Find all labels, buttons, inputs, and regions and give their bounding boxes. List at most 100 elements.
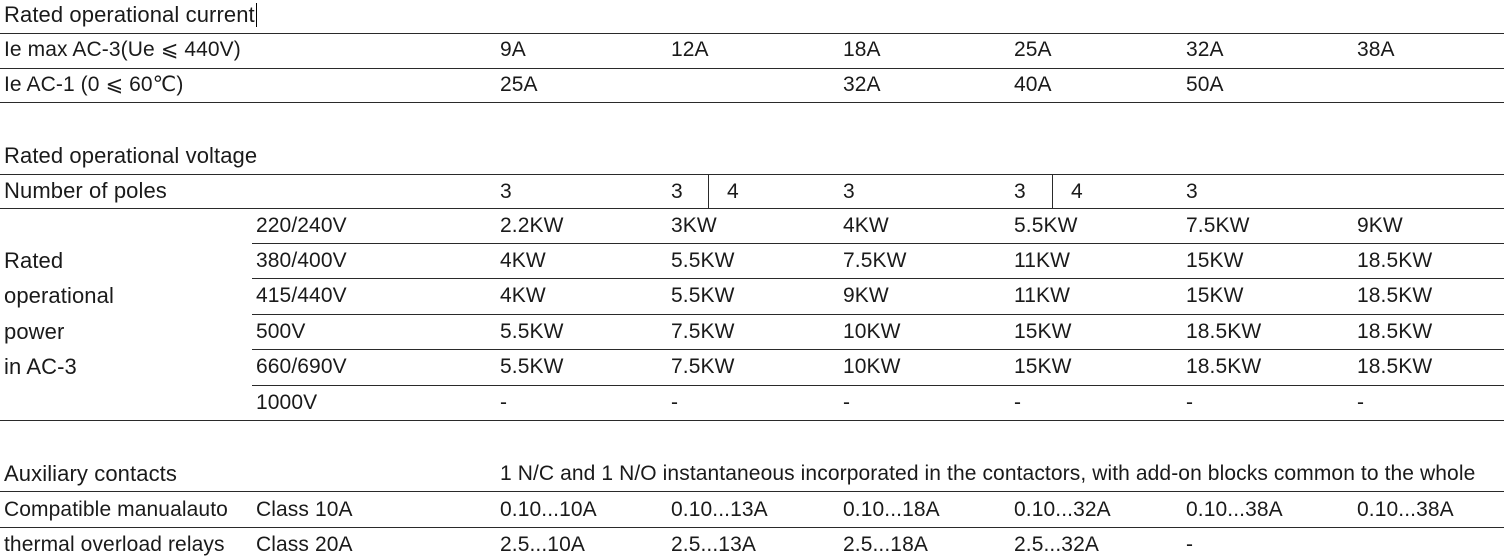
table-cell: 40A <box>1014 73 1052 96</box>
table-cell: 9KW <box>843 284 889 307</box>
voltage-label: 1000V <box>256 391 318 414</box>
table-cell: - <box>671 391 679 414</box>
table-cell: 12A <box>671 38 709 61</box>
divider <box>252 385 1504 386</box>
table-cell: 3KW <box>671 214 717 237</box>
table-cell: 0.10...32A <box>1014 498 1111 521</box>
table-cell: 4KW <box>843 214 889 237</box>
table-cell: 11KW <box>1014 284 1071 307</box>
table-cell: 4KW <box>500 249 546 272</box>
table-cell: 18.5KW <box>1186 320 1262 343</box>
relays-label-line: thermal overload relays <box>4 533 225 556</box>
text-cursor <box>255 3 257 27</box>
divider <box>252 314 1504 315</box>
divider <box>0 33 1504 34</box>
table-cell: 7.5KW <box>671 355 735 378</box>
table-cell: 5.5KW <box>500 355 564 378</box>
table-cell: 50A <box>1186 73 1224 96</box>
voltage-label: 415/440V <box>256 284 347 307</box>
table-cell: 15KW <box>1186 249 1244 272</box>
table-cell: 4KW <box>500 284 546 307</box>
pole-count: 3 <box>1014 180 1026 203</box>
table-cell: 7.5KW <box>671 320 735 343</box>
table-cell: - <box>1186 391 1194 414</box>
voltage-section-title: Rated operational voltage <box>4 143 258 168</box>
divider <box>0 208 1504 209</box>
divider <box>252 349 1504 350</box>
table-cell: 7.5KW <box>843 249 907 272</box>
relays-label-line: Compatible manualauto <box>4 498 228 521</box>
table-cell: 0.10...38A <box>1186 498 1283 521</box>
power-label-line: Rated <box>4 248 64 273</box>
table-cell: 2.5...13A <box>671 533 756 556</box>
voltage-label: 220/240V <box>256 214 347 237</box>
table-cell: 5.5KW <box>671 284 735 307</box>
divider <box>0 102 1504 103</box>
table-cell: 15KW <box>1186 284 1244 307</box>
voltage-label: 660/690V <box>256 355 347 378</box>
current-row-label: Ie max AC-3(Ue ⩽ 440V) <box>4 38 241 61</box>
pole-divider <box>708 175 709 208</box>
relay-class: Class 10A <box>256 498 353 521</box>
power-label-line: in AC-3 <box>4 354 77 379</box>
table-cell: 5.5KW <box>500 320 564 343</box>
table-cell: - <box>1357 391 1365 414</box>
pole-count: 4 <box>1071 180 1083 203</box>
auxiliary-label: Auxiliary contacts <box>4 461 177 486</box>
pole-count: 4 <box>727 180 739 203</box>
table-cell: 5.5KW <box>1014 214 1078 237</box>
table-cell: 0.10...10A <box>500 498 597 521</box>
table-cell: 32A <box>1186 38 1224 61</box>
divider <box>0 174 1504 175</box>
table-cell: 32A <box>843 73 881 96</box>
table-cell: 0.10...13A <box>671 498 768 521</box>
poles-label: Number of poles <box>4 178 167 203</box>
table-cell: 18.5KW <box>1357 284 1433 307</box>
table-cell: 9KW <box>1357 214 1403 237</box>
pole-count: 3 <box>671 180 683 203</box>
table-cell: 2.5...18A <box>843 533 928 556</box>
power-label-line: operational <box>4 283 114 308</box>
table-cell: 25A <box>1014 38 1052 61</box>
divider <box>0 68 1504 69</box>
table-cell: - <box>500 391 508 414</box>
table-cell: - <box>1014 391 1022 414</box>
auxiliary-value: 1 N/C and 1 N/O instantaneous incorporat… <box>500 462 1476 485</box>
table-cell: 25A <box>500 73 538 96</box>
table-cell: 5.5KW <box>671 249 735 272</box>
divider <box>252 243 1504 244</box>
divider <box>0 420 1504 421</box>
current-section-title: Rated operational current <box>4 2 257 27</box>
table-cell: 0.10...18A <box>843 498 940 521</box>
table-cell: 18.5KW <box>1186 355 1262 378</box>
divider <box>252 278 1504 279</box>
table-cell: 11KW <box>1014 249 1071 272</box>
table-cell: 9A <box>500 38 526 61</box>
table-cell: 18.5KW <box>1357 355 1433 378</box>
voltage-label: 500V <box>256 320 306 343</box>
divider <box>0 527 1504 528</box>
table-cell: 18.5KW <box>1357 249 1433 272</box>
table-cell: 7.5KW <box>1186 214 1250 237</box>
power-label-line: power <box>4 319 65 344</box>
voltage-label: 380/400V <box>256 249 347 272</box>
table-cell: 18.5KW <box>1357 320 1433 343</box>
table-cell: 18A <box>843 38 881 61</box>
table-cell: 15KW <box>1014 355 1072 378</box>
table-cell: 2.5...10A <box>500 533 585 556</box>
pole-count: 3 <box>500 180 512 203</box>
table-cell: 10KW <box>843 355 901 378</box>
table-cell: 15KW <box>1014 320 1072 343</box>
table-cell: 2.5...32A <box>1014 533 1099 556</box>
pole-count: 3 <box>1186 180 1198 203</box>
table-cell: 2.2KW <box>500 214 564 237</box>
table-cell: - <box>1186 533 1194 556</box>
table-cell: - <box>843 391 851 414</box>
pole-divider <box>1052 175 1053 208</box>
divider <box>0 491 1504 492</box>
relay-class: Class 20A <box>256 533 353 556</box>
table-cell: 10KW <box>843 320 901 343</box>
current-row-label: Ie AC-1 (0 ⩽ 60℃) <box>4 73 184 96</box>
pole-count: 3 <box>843 180 855 203</box>
table-cell: 38A <box>1357 38 1395 61</box>
